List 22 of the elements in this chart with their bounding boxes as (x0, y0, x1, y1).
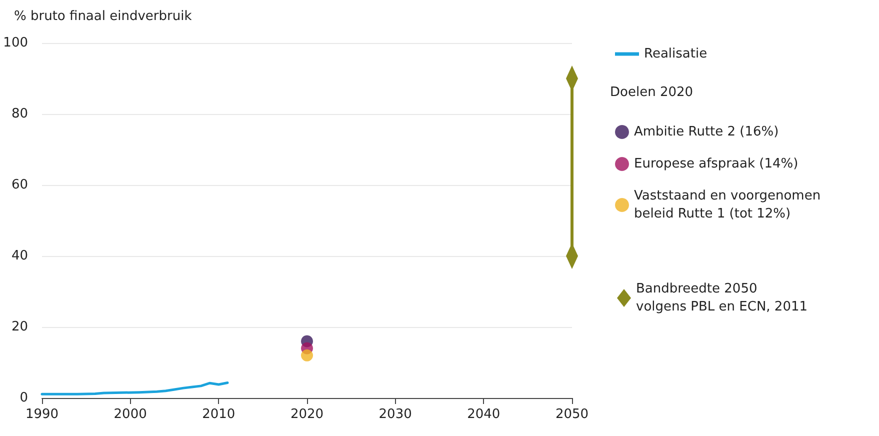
x-tick-label: 2020 (290, 407, 324, 422)
legend-label: Europese afspraak (14%) (634, 156, 798, 172)
legend-label: Ambitie Rutte 2 (16%) (634, 124, 779, 140)
x-tick-label: 2010 (202, 407, 236, 422)
x-tick-label: 2000 (114, 407, 147, 422)
y-tick-label: 80 (11, 106, 28, 122)
point (301, 349, 313, 362)
y-tick-label: 60 (11, 178, 28, 192)
y-tick-label: 0 (20, 390, 28, 406)
legend-title: Doelen 2020 (610, 85, 694, 100)
x-tick-label: 2030 (378, 407, 412, 422)
legend-label: Realisatie (644, 46, 708, 62)
line-series (40, 381, 229, 396)
y-tick-label: 40 (11, 248, 28, 264)
legend-label: Vaststaand en voorgenomen beleid Rutte 1 (tot 12%) (634, 188, 825, 222)
x-tick-label: 2040 (467, 407, 500, 422)
y-tick-label: 20 (11, 320, 28, 334)
y-axis-title: % bruto finaal eindverbruik (14, 9, 192, 24)
x-tick-label: 2050 (555, 407, 589, 422)
x-tick-label: 1990 (25, 407, 59, 422)
y-tick-label: 100 (3, 36, 28, 50)
legend-label: Bandbreedte 2050 volgens PBL en ECN, 2011 (636, 282, 808, 314)
